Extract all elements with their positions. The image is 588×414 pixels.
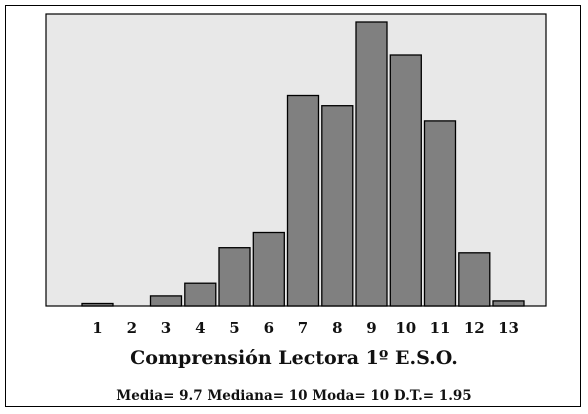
x-tick-label-5: 5 [229, 319, 239, 337]
x-tick-label-4: 4 [195, 319, 205, 337]
bar-6 [252, 231, 285, 307]
x-tick-label-12: 12 [464, 319, 485, 337]
bar-7 [286, 94, 320, 307]
x-tick-label-1: 1 [92, 319, 102, 337]
chart-title: Comprensión Lectora 1º E.S.O. [130, 347, 458, 369]
x-tick-label-7: 7 [298, 319, 308, 337]
bar-1 [81, 302, 114, 307]
bar-3 [149, 295, 183, 307]
x-tick-label-6: 6 [264, 319, 274, 337]
x-tick-label-13: 13 [498, 319, 519, 337]
bar-4 [184, 282, 217, 307]
x-tick-labels: 1 2 3 4 5 6 7 8 9 10 11 12 13 [92, 319, 519, 337]
x-tick-label-10: 10 [395, 319, 416, 337]
stats-line: Media= 9.7 Mediana= 10 Moda= 10 D.T.= 1.… [116, 388, 471, 404]
bar-9 [355, 21, 388, 307]
bar-11 [423, 120, 457, 307]
bar-5 [218, 247, 251, 307]
bars-group [81, 21, 525, 307]
bar-12 [458, 252, 491, 307]
bar-10 [389, 54, 422, 307]
bar-13 [492, 300, 525, 307]
x-tick-label-9: 9 [366, 319, 376, 337]
x-tick-label-3: 3 [161, 319, 171, 337]
x-tick-label-2: 2 [127, 319, 137, 337]
x-tick-label-8: 8 [332, 319, 342, 337]
x-tick-label-11: 11 [430, 319, 451, 337]
bar-8 [321, 105, 354, 307]
